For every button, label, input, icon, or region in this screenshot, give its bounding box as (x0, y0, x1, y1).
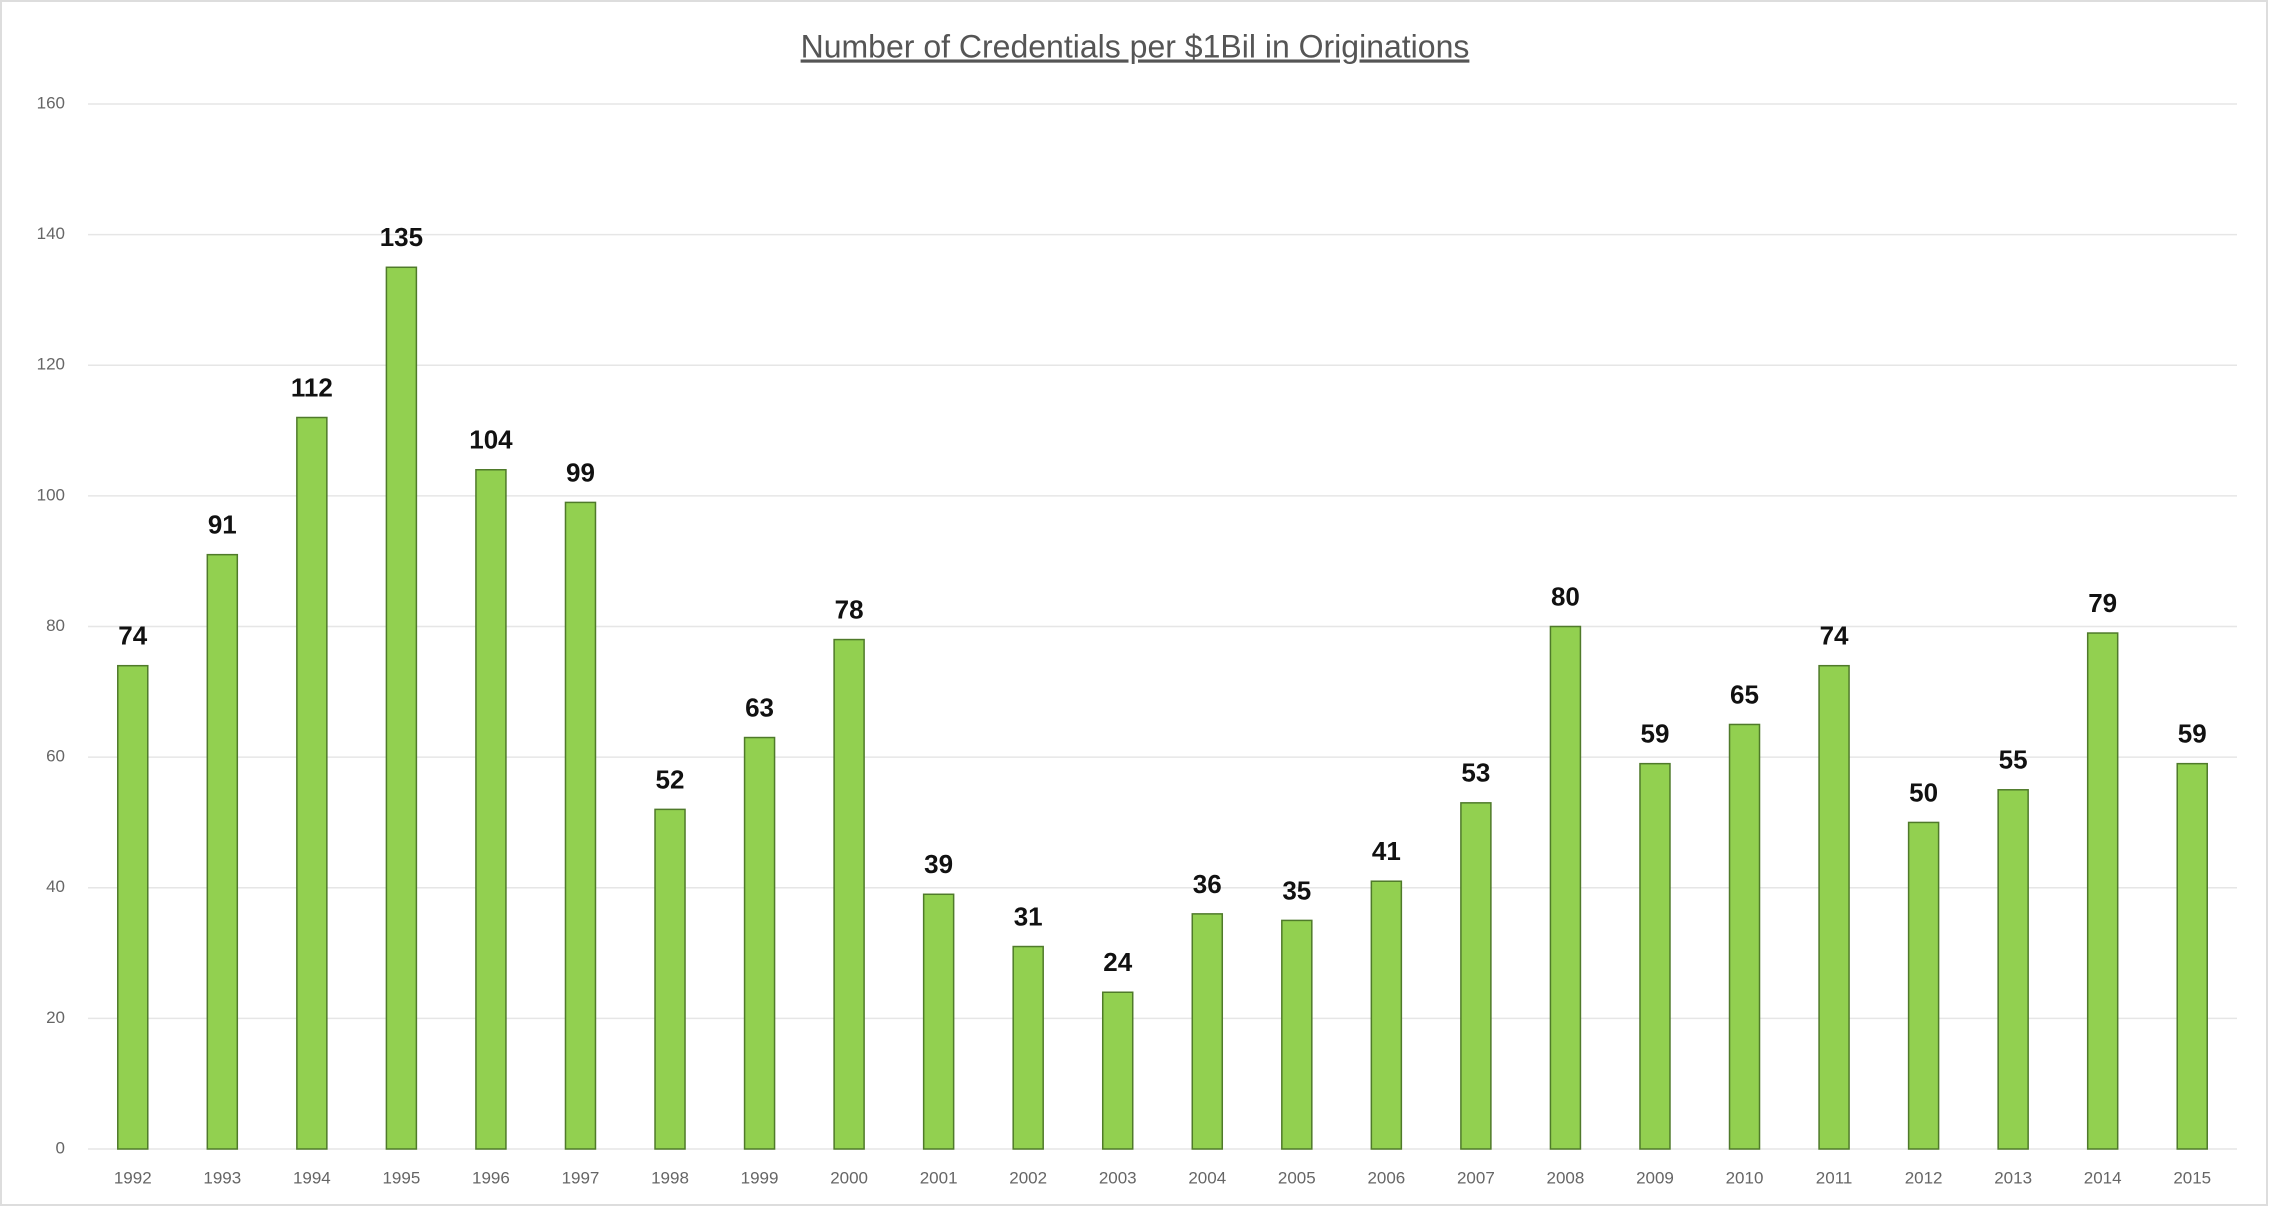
bar (296, 416, 328, 1150)
value-label: 91 (208, 510, 237, 540)
bar (1639, 762, 1671, 1150)
value-label: 74 (1820, 621, 1849, 651)
bar (654, 808, 686, 1150)
y-tick-label: 20 (46, 1008, 65, 1027)
y-tick-label: 120 (37, 355, 65, 374)
x-tick-label: 1993 (203, 1168, 241, 1187)
bar (1907, 821, 1940, 1150)
value-label: 55 (1999, 745, 2028, 775)
bar (385, 266, 418, 1150)
value-label: 63 (745, 692, 774, 722)
x-tick-label: 1992 (114, 1168, 152, 1187)
value-label: 65 (1730, 679, 1759, 709)
x-tick-label: 2010 (1726, 1168, 1764, 1187)
value-label: 99 (566, 457, 595, 487)
x-tick-label: 2004 (1188, 1168, 1226, 1187)
x-tick-label: 2011 (1816, 1168, 1853, 1187)
x-tick-label: 2005 (1278, 1168, 1316, 1187)
bar (922, 893, 955, 1150)
value-label: 59 (1641, 719, 1670, 749)
y-tick-label: 160 (37, 93, 65, 112)
bar (1012, 945, 1044, 1150)
chart-title: Number of Credentials per $1Bil in Origi… (801, 28, 1470, 64)
bar (743, 736, 776, 1150)
value-label: 41 (1372, 836, 1401, 866)
y-tick-label: 60 (46, 747, 65, 766)
value-label: 135 (380, 222, 423, 252)
x-tick-label: 1994 (293, 1168, 331, 1187)
bar (1101, 991, 1134, 1150)
bar (1728, 723, 1761, 1150)
value-label: 80 (1551, 581, 1580, 611)
bar (1281, 919, 1313, 1150)
x-tick-label: 1997 (562, 1168, 600, 1187)
x-tick-label: 2006 (1367, 1168, 1405, 1187)
x-tick-label: 2009 (1636, 1168, 1674, 1187)
bar (1549, 625, 1582, 1150)
value-label: 78 (835, 594, 864, 624)
bar (2086, 632, 2119, 1150)
bar (833, 638, 865, 1150)
y-tick-label: 80 (46, 616, 65, 635)
value-label: 59 (2178, 719, 2207, 749)
y-tick-label: 0 (56, 1138, 65, 1157)
bar (1997, 789, 2029, 1150)
y-tick-label: 100 (37, 485, 65, 504)
value-label: 74 (118, 621, 147, 651)
x-tick-label: 2014 (2084, 1168, 2122, 1187)
x-tick-label: 2013 (1994, 1168, 2032, 1187)
x-tick-label: 2001 (920, 1168, 958, 1187)
value-label: 79 (2088, 588, 2117, 618)
bar (1460, 802, 1492, 1150)
x-tick-label: 2003 (1099, 1168, 1137, 1187)
x-tick-label: 2012 (1905, 1168, 1943, 1187)
bar (1370, 880, 1403, 1150)
value-label: 53 (1461, 758, 1490, 788)
value-label: 35 (1282, 875, 1311, 905)
x-tick-label: 1999 (741, 1168, 779, 1187)
x-tick-label: 1998 (651, 1168, 689, 1187)
x-tick-label: 2007 (1457, 1168, 1495, 1187)
x-tick-label: 1995 (382, 1168, 420, 1187)
bar (2176, 762, 2208, 1150)
value-label: 52 (656, 764, 685, 794)
bar (1191, 913, 1224, 1150)
bar (475, 469, 507, 1150)
value-label: 24 (1103, 947, 1132, 977)
bar (564, 501, 597, 1150)
x-tick-label: 2002 (1009, 1168, 1047, 1187)
x-tick-label: 2008 (1547, 1168, 1585, 1187)
y-tick-label: 140 (37, 224, 65, 243)
value-label: 36 (1193, 869, 1222, 899)
bar (1818, 664, 1850, 1150)
bar (117, 664, 149, 1150)
value-label: 31 (1014, 901, 1043, 931)
x-tick-label: 2015 (2173, 1168, 2211, 1187)
value-label: 104 (469, 425, 513, 455)
value-label: 50 (1909, 777, 1938, 807)
value-label: 39 (924, 849, 953, 879)
x-tick-label: 2000 (830, 1168, 868, 1187)
value-label: 112 (291, 372, 333, 402)
bar (206, 553, 239, 1150)
y-tick-label: 40 (46, 877, 65, 896)
x-tick-label: 1996 (472, 1168, 510, 1187)
